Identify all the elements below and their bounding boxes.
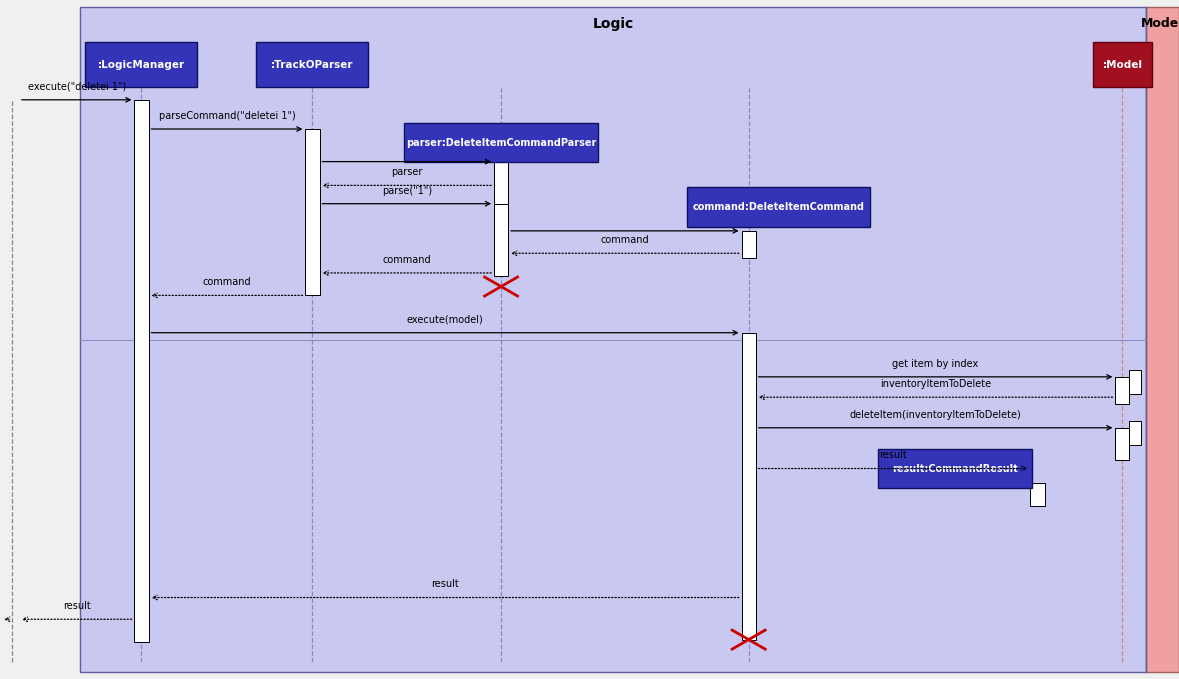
Bar	[1093, 42, 1152, 87]
Text: deleteItem(inventoryItemToDelete): deleteItem(inventoryItemToDelete)	[850, 409, 1021, 420]
Text: command: command	[600, 235, 650, 245]
Bar	[1129, 370, 1141, 394]
Bar	[742, 231, 756, 258]
Text: result: result	[880, 450, 907, 460]
Text: :Model: :Model	[1102, 60, 1142, 69]
Text: parse("1"): parse("1")	[382, 185, 432, 196]
Text: :LogicManager: :LogicManager	[98, 60, 185, 69]
Text: result: result	[62, 601, 91, 611]
Text: command:DeleteItemCommand: command:DeleteItemCommand	[692, 202, 864, 212]
Text: command: command	[203, 277, 251, 287]
Bar	[85, 42, 197, 87]
Bar	[257, 42, 368, 87]
Text: inventoryItemToDelete: inventoryItemToDelete	[880, 379, 992, 389]
Bar	[878, 449, 1032, 488]
Text: Model: Model	[1141, 17, 1179, 30]
Bar	[1030, 483, 1045, 506]
Bar	[1146, 7, 1179, 672]
Text: parseCommand("deletei 1"): parseCommand("deletei 1")	[159, 111, 295, 121]
Text: :TrackOParser: :TrackOParser	[271, 60, 354, 69]
Text: execute(model): execute(model)	[407, 314, 483, 325]
Bar	[134, 100, 149, 642]
Text: result:CommandResult: result:CommandResult	[893, 464, 1017, 473]
Text: command: command	[382, 255, 432, 265]
Bar	[305, 129, 320, 295]
Bar	[686, 187, 870, 227]
Text: parser:DeleteItemCommandParser: parser:DeleteItemCommandParser	[406, 138, 597, 147]
Bar	[403, 123, 598, 162]
Bar	[1115, 428, 1129, 460]
Text: Logic: Logic	[593, 17, 633, 31]
Bar	[1115, 377, 1129, 404]
Text: execute("deletei 1"): execute("deletei 1")	[27, 81, 126, 92]
Text: get item by index: get item by index	[893, 359, 979, 369]
Text: result: result	[432, 579, 459, 589]
Text: parser: parser	[391, 167, 422, 177]
Bar	[1129, 421, 1141, 445]
Bar	[742, 333, 756, 640]
Bar	[494, 204, 508, 276]
Bar	[494, 162, 508, 273]
